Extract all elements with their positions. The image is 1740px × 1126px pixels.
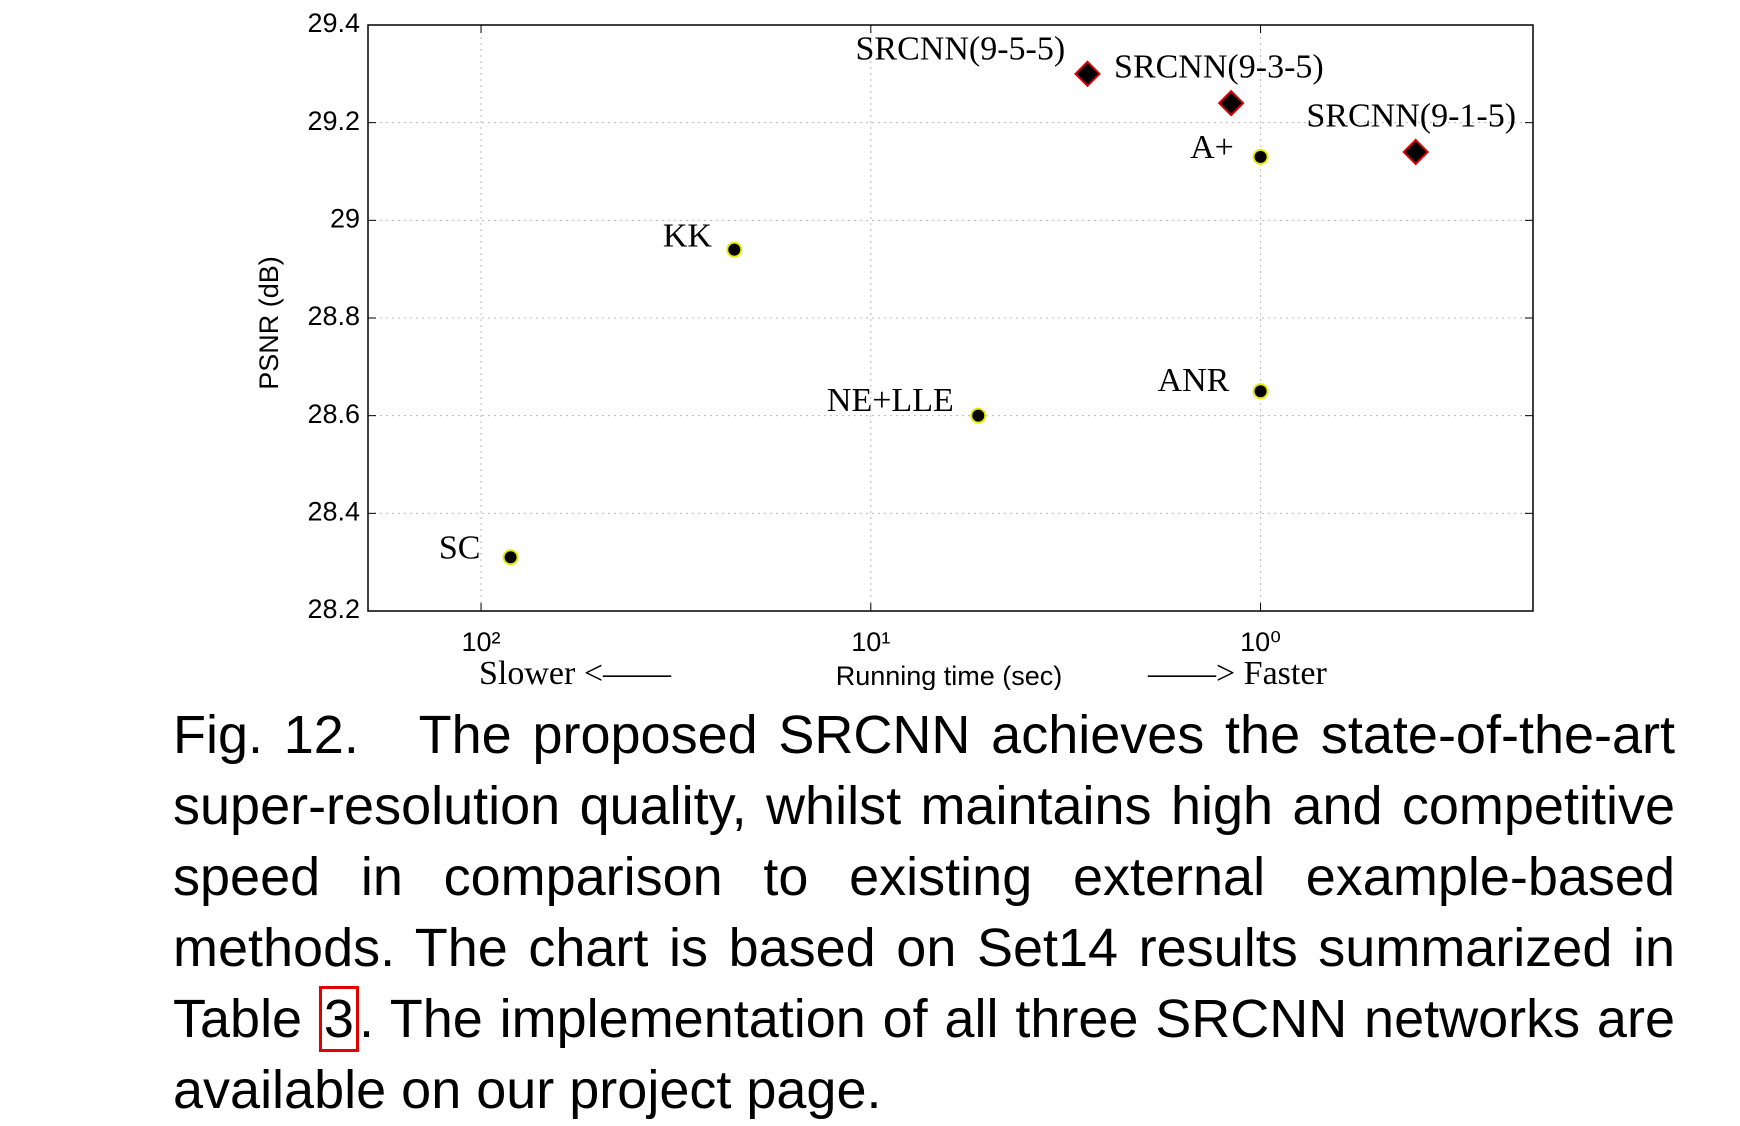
data-point	[1074, 60, 1101, 88]
x-tick-label: 10¹	[851, 627, 890, 657]
point-label: SRCNN(9-3-5)	[1114, 48, 1324, 85]
y-tick-label: 29	[330, 203, 360, 233]
data-point	[1252, 148, 1269, 165]
y-tick-label: 28.2	[307, 594, 360, 624]
caption: Fig. 12. The proposed SRCNN achieves the…	[173, 700, 1675, 1126]
data-point	[726, 241, 743, 258]
data-point	[1217, 89, 1245, 117]
caption-label: Fig. 12.	[173, 705, 359, 765]
point-label: SC	[439, 529, 481, 566]
plot-frame	[367, 24, 1534, 612]
x-axis-label: Running time (sec)	[836, 661, 1063, 690]
y-tick-label: 28.6	[307, 399, 360, 429]
point-label: SRCNN(9-1-5)	[1306, 97, 1516, 134]
chart: PSNR (dB) Running time (sec) Slower <—— …	[254, 8, 1534, 690]
data-point	[1252, 383, 1269, 400]
x-tick-label: 10⁰	[1240, 627, 1281, 657]
y-tick-label: 28.4	[307, 496, 360, 526]
y-tick-label: 28.8	[307, 301, 360, 331]
point-label: A+	[1190, 129, 1234, 166]
data-point	[1402, 138, 1430, 166]
data-point	[502, 549, 519, 566]
point-label: SRCNN(9-5-5)	[856, 30, 1066, 67]
table-reference[interactable]: 3	[318, 986, 359, 1052]
annotation: ——> Faster	[1147, 655, 1327, 690]
caption-text: . The implementation of all three SRCNN …	[173, 989, 1675, 1120]
data-point	[970, 407, 987, 424]
point-label: NE+LLE	[827, 382, 954, 419]
caption-text: The proposed SRCNN achieves the state-of…	[173, 705, 1676, 1049]
y-tick-label: 29.2	[307, 106, 360, 136]
point-label: KK	[663, 217, 713, 254]
y-tick-label: 29.4	[307, 8, 360, 38]
annotation: Slower <——	[479, 655, 672, 690]
point-label: ANR	[1158, 362, 1230, 399]
y-axis-label: PSNR (dB)	[254, 256, 284, 390]
x-tick-label: 10²	[462, 627, 501, 657]
